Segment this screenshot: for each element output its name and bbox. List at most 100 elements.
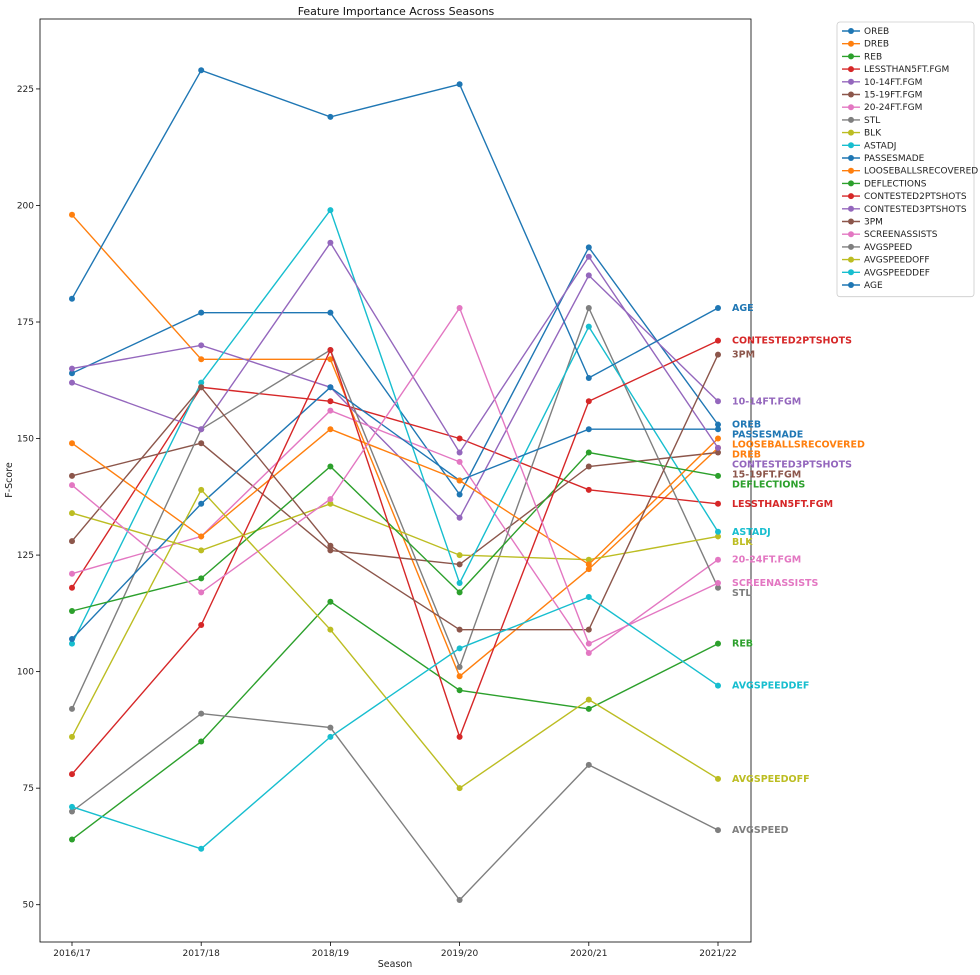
data-point: [715, 827, 721, 834]
legend-marker: [848, 142, 854, 149]
data-point: [456, 477, 463, 484]
legend-entry: 20-24FT.FGM: [842, 103, 922, 113]
data-point: [585, 561, 592, 568]
y-tick-label: 50: [23, 901, 35, 911]
data-point: [715, 337, 721, 344]
end-label: 3PM: [732, 350, 755, 361]
data-point: [585, 705, 592, 712]
legend-marker: [848, 91, 854, 98]
series-line: [71, 274, 719, 519]
data-point: [69, 472, 75, 479]
series-avgspeed: [69, 710, 721, 904]
legend-label: AVGSPEEDDEF: [864, 268, 930, 278]
data-point: [456, 580, 463, 587]
legend-marker: [848, 78, 854, 85]
legend-label: ASTADJ: [864, 141, 896, 151]
data-point: [69, 379, 75, 386]
data-point: [715, 556, 721, 563]
end-label: ASTADJ: [732, 527, 771, 538]
end-label: AVGSPEEDOFF: [732, 774, 810, 785]
end-label: 20-24FT.FGM: [732, 555, 801, 566]
end-label: 15-19FT.FGM: [732, 470, 801, 481]
data-point: [456, 645, 463, 652]
legend-label: 15-19FT.FGM: [864, 91, 922, 101]
end-label: CONTESTED3PTSHOTS: [732, 460, 852, 471]
series-line: [71, 428, 719, 566]
end-label: DREB: [732, 450, 761, 461]
data-point: [327, 398, 334, 405]
series-layer: [69, 67, 721, 904]
legend-entry: OREB: [842, 27, 889, 37]
data-point: [69, 803, 75, 810]
data-point: [327, 547, 334, 554]
legend-label: DEFLECTIONS: [864, 179, 927, 189]
legend-entry: 10-14FT.FGM: [842, 78, 922, 88]
data-point: [585, 374, 592, 381]
data-point: [198, 845, 205, 852]
legend-label: 3PM: [864, 218, 883, 228]
data-point: [69, 640, 75, 647]
chart-title: Feature Importance Across Seasons: [298, 5, 495, 18]
legend-marker: [848, 40, 854, 47]
data-point: [715, 305, 721, 312]
data-point: [715, 351, 721, 358]
data-point: [456, 514, 463, 521]
series-line: [71, 409, 719, 654]
data-point: [585, 398, 592, 405]
legend-label: 20-24FT.FGM: [864, 103, 922, 113]
data-point: [456, 491, 463, 498]
legend-label: SCREENASSISTS: [864, 230, 938, 240]
end-label: LOOSEBALLSRECOVERED: [732, 440, 865, 451]
data-point: [69, 733, 75, 740]
data-point: [198, 533, 205, 540]
legend-marker: [848, 256, 854, 263]
data-point: [327, 239, 334, 246]
legend-entry: STL: [842, 116, 880, 126]
data-point: [327, 346, 334, 353]
data-point: [69, 705, 75, 712]
legend: OREB DREB REB LESSTHAN5FT.FGM 10-14FT.FGM 15-…: [836, 21, 978, 298]
legend-entry: ASTADJ: [842, 141, 896, 151]
data-point: [715, 528, 721, 535]
data-point: [585, 696, 592, 703]
data-point: [715, 426, 721, 433]
x-axis-title: Season: [378, 959, 412, 970]
legend-entry: CONTESTED3PTSHOTS: [842, 205, 967, 215]
series-contested3ptshots: [69, 239, 721, 456]
data-point: [198, 575, 205, 582]
end-label: REB: [732, 639, 753, 650]
series-looseballsrecovered: [69, 426, 721, 568]
end-label: 10-14FT.FGM: [732, 396, 801, 407]
data-point: [585, 244, 592, 251]
data-point: [456, 561, 463, 568]
data-point: [585, 761, 592, 768]
data-point: [69, 570, 75, 577]
data-point: [715, 421, 721, 428]
data-point: [327, 500, 334, 507]
data-point: [585, 486, 592, 493]
data-point: [715, 500, 721, 507]
data-point: [456, 589, 463, 596]
data-point: [585, 426, 592, 433]
y-tick-label: 125: [17, 551, 34, 561]
data-point: [456, 733, 463, 740]
legend-label: BLK: [864, 129, 882, 139]
legend-frame: [836, 21, 975, 298]
data-point: [715, 435, 721, 442]
series-age: [69, 67, 721, 381]
data-point: [456, 435, 463, 442]
legend-marker: [848, 193, 854, 200]
legend-entry: AVGSPEEDOFF: [842, 256, 930, 266]
plot-area-frame: [39, 18, 752, 943]
data-point: [327, 542, 334, 549]
data-point: [585, 463, 592, 470]
data-point: [715, 775, 721, 782]
series-stl: [69, 305, 721, 712]
data-point: [69, 440, 75, 447]
x-axis: 2016/17 2017/18 2018/19 2019/20 2020/21 2021/…: [53, 942, 737, 959]
legend-marker: [848, 53, 854, 60]
data-point: [69, 608, 75, 615]
data-point: [69, 538, 75, 545]
y-tick-label: 175: [17, 318, 34, 328]
